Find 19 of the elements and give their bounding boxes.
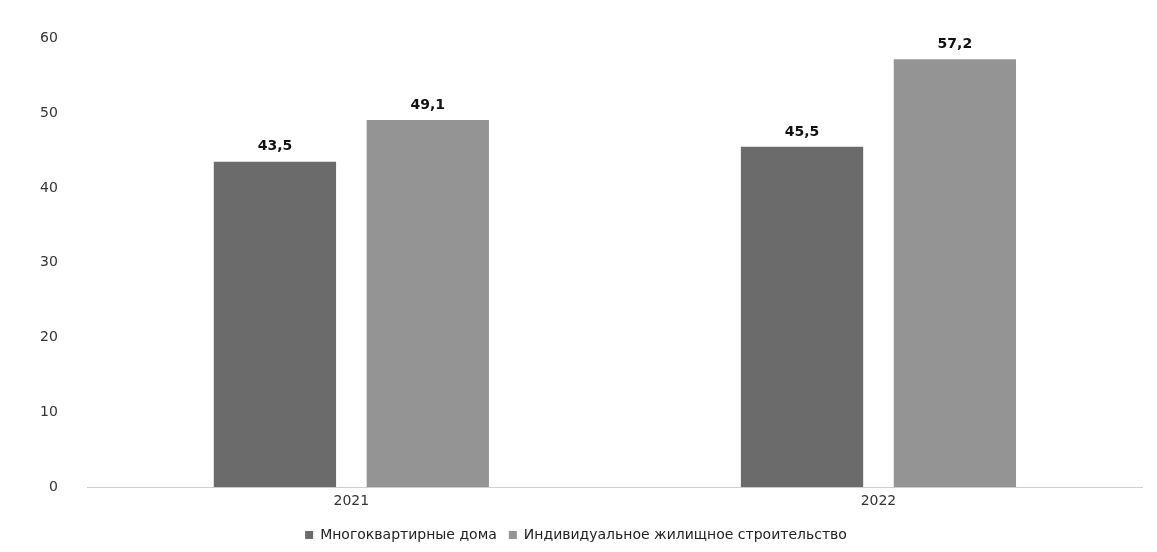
data-label: 43,5 (257, 137, 293, 154)
y-tick-label: 50 (39, 103, 58, 120)
y-tick-label: 10 (39, 403, 58, 420)
data-label: 57,2 (937, 34, 973, 51)
y-tick-label: 30 (39, 253, 58, 270)
bar (213, 161, 337, 488)
y-tick-label: 60 (39, 29, 58, 46)
y-tick-label: 0 (48, 477, 58, 494)
legend-label: Индивидуальное жилищное строительство (523, 525, 847, 542)
bar (366, 119, 489, 488)
data-label: 49,1 (410, 95, 446, 112)
bar (893, 59, 1017, 488)
y-tick-label: 40 (39, 178, 58, 195)
x-tick-label: 2021 (333, 492, 370, 509)
y-tick-label: 20 (39, 328, 58, 345)
data-label: 45,5 (784, 122, 820, 139)
bar (740, 146, 864, 488)
x-tick-label: 2022 (860, 492, 897, 509)
legend-label: Многоквартирные дома (320, 525, 497, 542)
